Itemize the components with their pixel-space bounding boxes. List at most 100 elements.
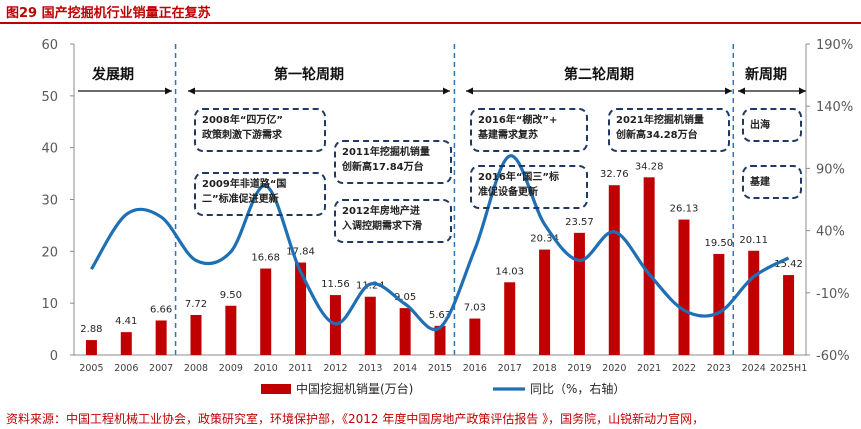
period-label-new-cycle: 新周期 [745,67,787,83]
bar-value-label: 11.56 [321,279,350,290]
bar [155,320,167,355]
arrow-cycle-1-head [443,87,450,95]
bar [434,325,446,355]
bar-value-label: 20.34 [530,234,559,245]
annotation-2012-property: 2012年房地产进 入调控期需求下滑 [334,199,452,243]
bar [713,253,725,355]
annotation-line: 基建需求复苏 [478,130,538,141]
bar-value-label: 9.50 [220,290,242,301]
annotation-line: 2011年挖掘机销量 [342,147,430,158]
legend-bar-swatch [261,384,291,394]
y-right-tick-label: 40% [816,225,845,240]
bar [85,340,97,355]
bar [399,308,411,355]
x-tick-label: 2025H1 [770,363,807,374]
annotation-line: 准促设备更新 [478,187,538,198]
x-tick-label: 2014 [393,363,417,374]
arrow-cycle-2-tail [466,87,473,95]
x-tick-label: 2011 [288,363,312,374]
bar-value-label: 2.88 [80,324,102,335]
x-tick-label: 2018 [532,363,556,374]
annotation-infrastructure: 基建 [742,165,802,199]
bar-value-label: 20.11 [739,235,768,246]
x-tick-label: 2016 [463,363,487,374]
annotation-2008-stimulus: 2008年“四万亿” 政策刺激下游需求 [194,108,326,152]
bar [643,177,655,355]
bar [783,275,795,355]
bar-value-label: 7.03 [464,303,486,314]
bar-value-label: 15.42 [774,259,803,270]
x-tick-label: 2020 [602,363,626,374]
bar [504,282,516,355]
annotation-line: 创新高17.84万台 [342,162,424,173]
annotation-line: 2016年“国三”标 [478,172,559,183]
bar [678,219,690,355]
source-note: 资料来源：中国工程机械工业协会，政策研究室，环境保护部，《2012 年度中国房地… [6,412,705,426]
x-tick-label: 2009 [219,363,243,374]
x-tick-label: 2019 [567,363,591,374]
bar [120,332,132,355]
annotation-2021-record: 2021年挖掘机销量 创新高34.28万台 [608,108,730,152]
x-tick-label: 2023 [707,363,731,374]
y-right-tick-label: 190% [816,38,853,53]
bar-value-label: 23.57 [565,217,594,228]
y-left-tick-label: 10 [41,297,58,312]
period-label-development: 发展期 [92,67,134,83]
x-tick-label: 2005 [79,363,103,374]
arrow-cycle-1-tail [188,87,195,95]
x-tick-label: 2022 [672,363,696,374]
bar-value-label: 32.76 [600,169,629,180]
bar-value-label: 7.72 [185,299,207,310]
bar [608,185,620,355]
annotation-line: 入调控期需求下滑 [342,221,422,232]
arrow-development-head [165,87,172,95]
bar [364,296,376,355]
x-tick-label: 2006 [114,363,138,374]
legend-bar-label: 中国挖掘机销量(万台) [296,381,413,396]
bar-value-label: 9.05 [394,292,416,303]
line-series [90,154,790,332]
bar-value-label: 11.24 [356,281,385,292]
period-label-cycle-2: 第二轮周期 [564,67,634,83]
period-label-cycle-1: 第一轮周期 [274,67,344,83]
x-tick-label: 2007 [149,363,173,374]
annotation-2016-shantytown: 2016年“棚改”+ 基建需求复苏 [470,108,588,152]
x-tick-label: 2024 [742,363,766,374]
y-left-tick-label: 20 [41,245,58,260]
annotation-line: 出海 [750,120,770,131]
bar [260,268,272,355]
y-right-tick-label: 140% [816,100,853,115]
period-dividers [174,44,735,355]
title-rule [0,22,861,24]
bar [469,318,481,355]
bar-value-labels: 2.88 4.41 6.66 7.72 9.50 16.68 17.84 11.56 11.24… [80,161,803,335]
annotation-line: 2012年房地产进 [342,206,420,217]
annotation-line: 2021年挖掘机销量 [616,115,704,126]
bar-value-label: 6.66 [150,304,172,315]
x-tick-label: 2010 [254,363,278,374]
annotation-line: 2009年非道路“国 [202,179,287,190]
y-left-tick-label: 40 [41,142,58,157]
y-right-tick-label: -60% [816,349,850,364]
x-tick-label: 2021 [637,363,661,374]
legend-line-label: 同比（%，右轴） [530,381,625,396]
annotation-line: 创新高34.28万台 [616,130,698,141]
x-tick-label: 2008 [184,363,208,374]
bar [573,232,585,355]
arrow-new-cycle-head [799,87,806,95]
x-tick-label: 2012 [323,363,347,374]
annotation-2016-emission: 2016年“国三”标 准促设备更新 [470,165,588,209]
figure-title: 图29 国产挖掘机行业销量正在复苏 [6,6,211,21]
bar [225,305,237,355]
annotation-line: 2016年“棚改”+ [478,115,558,126]
annotation-2011-record: 2011年挖掘机销量 创新高17.84万台 [334,140,452,184]
y-left-tick-label: 60 [41,38,58,53]
arrow-cycle-2-head [725,87,732,95]
bar [295,262,307,355]
bar-value-label: 26.13 [670,204,699,215]
bar-value-label: 19.50 [705,238,734,249]
bar-value-label: 34.28 [635,161,664,172]
bar-value-label: 14.03 [495,266,524,277]
y-right-tick-label: 90% [816,162,845,177]
bar [748,250,760,355]
